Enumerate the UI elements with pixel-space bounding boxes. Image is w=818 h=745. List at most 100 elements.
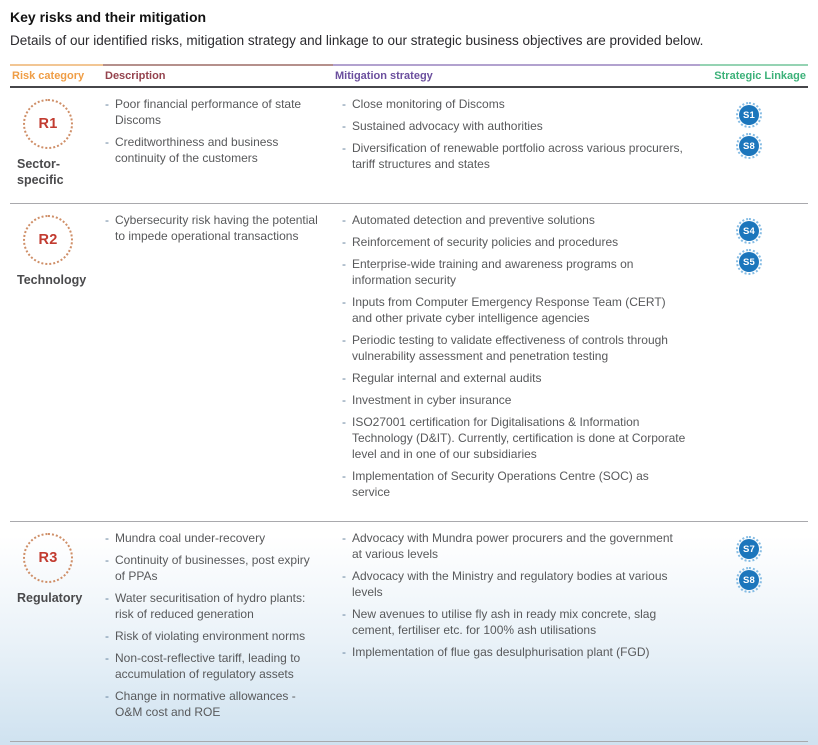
bullet-item: - New avenues to utilise fly ash in ready… <box>333 606 700 638</box>
bullet-item: - Non-cost-reflective tariff, leading to … <box>103 650 333 682</box>
column-header-risk-category: Risk category <box>10 64 103 86</box>
strategic-linkage-badge: S1 <box>736 102 762 128</box>
column-header-description: Description <box>103 64 333 86</box>
bullet-item: - Change in normative allowances - O&M co… <box>103 688 333 720</box>
table-body: R1 Sector-specific - Poor financial perfo… <box>10 88 808 742</box>
strategic-linkage-badge: S4 <box>736 218 762 244</box>
bullet-item: - Reinforcement of security policies and … <box>333 234 700 250</box>
bullet-text: Inputs from Computer Emergency Response … <box>352 295 666 325</box>
bullet-dash: - <box>342 371 346 385</box>
risk-table: Risk category Description Mitigation str… <box>10 64 808 742</box>
bullet-item: - Poor financial performance of state Dis… <box>103 96 333 128</box>
strategic-linkage-id: S1 <box>739 105 759 125</box>
bullet-item: - Enterprise-wide training and awareness … <box>333 256 700 288</box>
table-header: Risk category Description Mitigation str… <box>10 64 808 88</box>
bullet-text: Implementation of Security Operations Ce… <box>352 469 649 499</box>
mitigation-cell: - Advocacy with Mundra power procurers an… <box>333 529 700 726</box>
risk-category-label: Regulatory <box>17 591 83 605</box>
strategic-linkage-badge: S8 <box>736 133 762 159</box>
bullet-text: Poor financial performance of state Disc… <box>115 97 302 127</box>
bullet-dash: - <box>342 333 346 347</box>
bullet-dash: - <box>105 651 109 665</box>
mitigation-list: - Advocacy with Mundra power procurers an… <box>333 529 700 660</box>
bullet-text: Cybersecurity risk having the potential … <box>115 213 318 243</box>
strategic-linkage-badge: S8 <box>736 567 762 593</box>
bullet-item: - Close monitoring of Discoms <box>333 96 700 112</box>
bullet-text: Change in normative allowances - O&M cos… <box>115 689 296 719</box>
bullet-text: Periodic testing to validate effectivene… <box>352 333 668 363</box>
bullet-text: Continuity of businesses, post expiry of… <box>115 553 310 583</box>
bullet-dash: - <box>342 415 346 429</box>
table-row: R1 Sector-specific - Poor financial perfo… <box>10 88 808 204</box>
bullet-dash: - <box>342 393 346 407</box>
bullet-text: Investment in cyber insurance <box>352 393 512 407</box>
bullet-text: ISO27001 certification for Digitalisatio… <box>352 415 686 461</box>
bullet-dash: - <box>342 531 346 545</box>
bullet-item: - Mundra coal under-recovery <box>103 530 333 546</box>
bullet-text: Creditworthiness and business continuity… <box>115 135 279 165</box>
risk-category-cell: R2 Technology <box>10 211 103 506</box>
bullet-dash: - <box>342 119 346 133</box>
mitigation-list: - Automated detection and preventive solu… <box>333 211 700 500</box>
mitigation-cell: - Automated detection and preventive solu… <box>333 211 700 506</box>
page-subtitle: Details of our identified risks, mitigat… <box>10 33 704 48</box>
risk-category-cell: R1 Sector-specific <box>10 95 103 188</box>
bullet-text: Enterprise-wide training and awareness p… <box>352 257 634 287</box>
bullet-text: Reinforcement of security policies and p… <box>352 235 619 249</box>
description-list: - Mundra coal under-recovery - Continuity o… <box>103 529 333 720</box>
linkage-cell: S4 S5 <box>700 211 808 506</box>
bullet-item: - Investment in cyber insurance <box>333 392 700 408</box>
bullet-dash: - <box>105 97 109 111</box>
strategic-linkage-badge: S7 <box>736 536 762 562</box>
risk-id: R2 <box>38 232 58 248</box>
table-row: R2 Technology - Cybersecurity risk having… <box>10 204 808 522</box>
bullet-dash: - <box>342 569 346 583</box>
description-cell: - Mundra coal under-recovery - Continuity o… <box>103 529 333 726</box>
description-list: - Cybersecurity risk having the potential… <box>103 211 333 244</box>
description-cell: - Cybersecurity risk having the potential… <box>103 211 333 506</box>
description-cell: - Poor financial performance of state Dis… <box>103 95 333 188</box>
risk-id: R1 <box>38 116 58 132</box>
bullet-item: - Continuity of businesses, post expiry o… <box>103 552 333 584</box>
bullet-item: - Regular internal and external audits <box>333 370 700 386</box>
bullet-dash: - <box>342 235 346 249</box>
bullet-item: - Inputs from Computer Emergency Response… <box>333 294 700 326</box>
risk-id-badge: R2 <box>23 215 73 265</box>
linkage-cell: S7 S8 <box>700 529 808 726</box>
bullet-item: - Creditworthiness and business continuit… <box>103 134 333 166</box>
bullet-dash: - <box>105 213 109 227</box>
risk-category-label: Sector-specific <box>17 157 64 187</box>
bullet-item: - ISO27001 certification for Digitalisati… <box>333 414 700 462</box>
bullet-dash: - <box>105 553 109 567</box>
bullet-item: - Implementation of flue gas desulphurisa… <box>333 644 700 660</box>
risk-id: R3 <box>38 550 58 566</box>
bullet-dash: - <box>105 629 109 643</box>
bullet-text: Risk of violating environment norms <box>115 629 306 643</box>
column-header-mitigation-strategy: Mitigation strategy <box>333 64 700 86</box>
bullet-dash: - <box>342 607 346 621</box>
bullet-dash: - <box>105 135 109 149</box>
strategic-linkage-id: S8 <box>739 570 759 590</box>
strategic-linkage-id: S4 <box>739 221 759 241</box>
bullet-dash: - <box>342 257 346 271</box>
strategic-linkage-id: S7 <box>739 539 759 559</box>
strategic-linkage-id: S8 <box>739 136 759 156</box>
bullet-text: New avenues to utilise fly ash in ready … <box>352 607 657 637</box>
bullet-item: - Water securitisation of hydro plants: r… <box>103 590 333 622</box>
bullet-item: - Sustained advocacy with authorities <box>333 118 700 134</box>
bullet-dash: - <box>105 689 109 703</box>
bullet-item: - Cybersecurity risk having the potential… <box>103 212 333 244</box>
description-list: - Poor financial performance of state Dis… <box>103 95 333 166</box>
page-title: Key risks and their mitigation <box>10 9 207 25</box>
bullet-text: Advocacy with the Ministry and regulator… <box>352 569 668 599</box>
linkage-cell: S1 S8 <box>700 95 808 188</box>
bullet-item: - Risk of violating environment norms <box>103 628 333 644</box>
risk-category-label: Technology <box>17 273 87 287</box>
bullet-dash: - <box>105 591 109 605</box>
bullet-text: Sustained advocacy with authorities <box>352 119 543 133</box>
bullet-dash: - <box>342 97 346 111</box>
table-row: R3 Regulatory - Mundra coal under-recover… <box>10 522 808 742</box>
bullet-text: Mundra coal under-recovery <box>115 531 266 545</box>
bullet-text: Diversification of renewable portfolio a… <box>352 141 683 171</box>
